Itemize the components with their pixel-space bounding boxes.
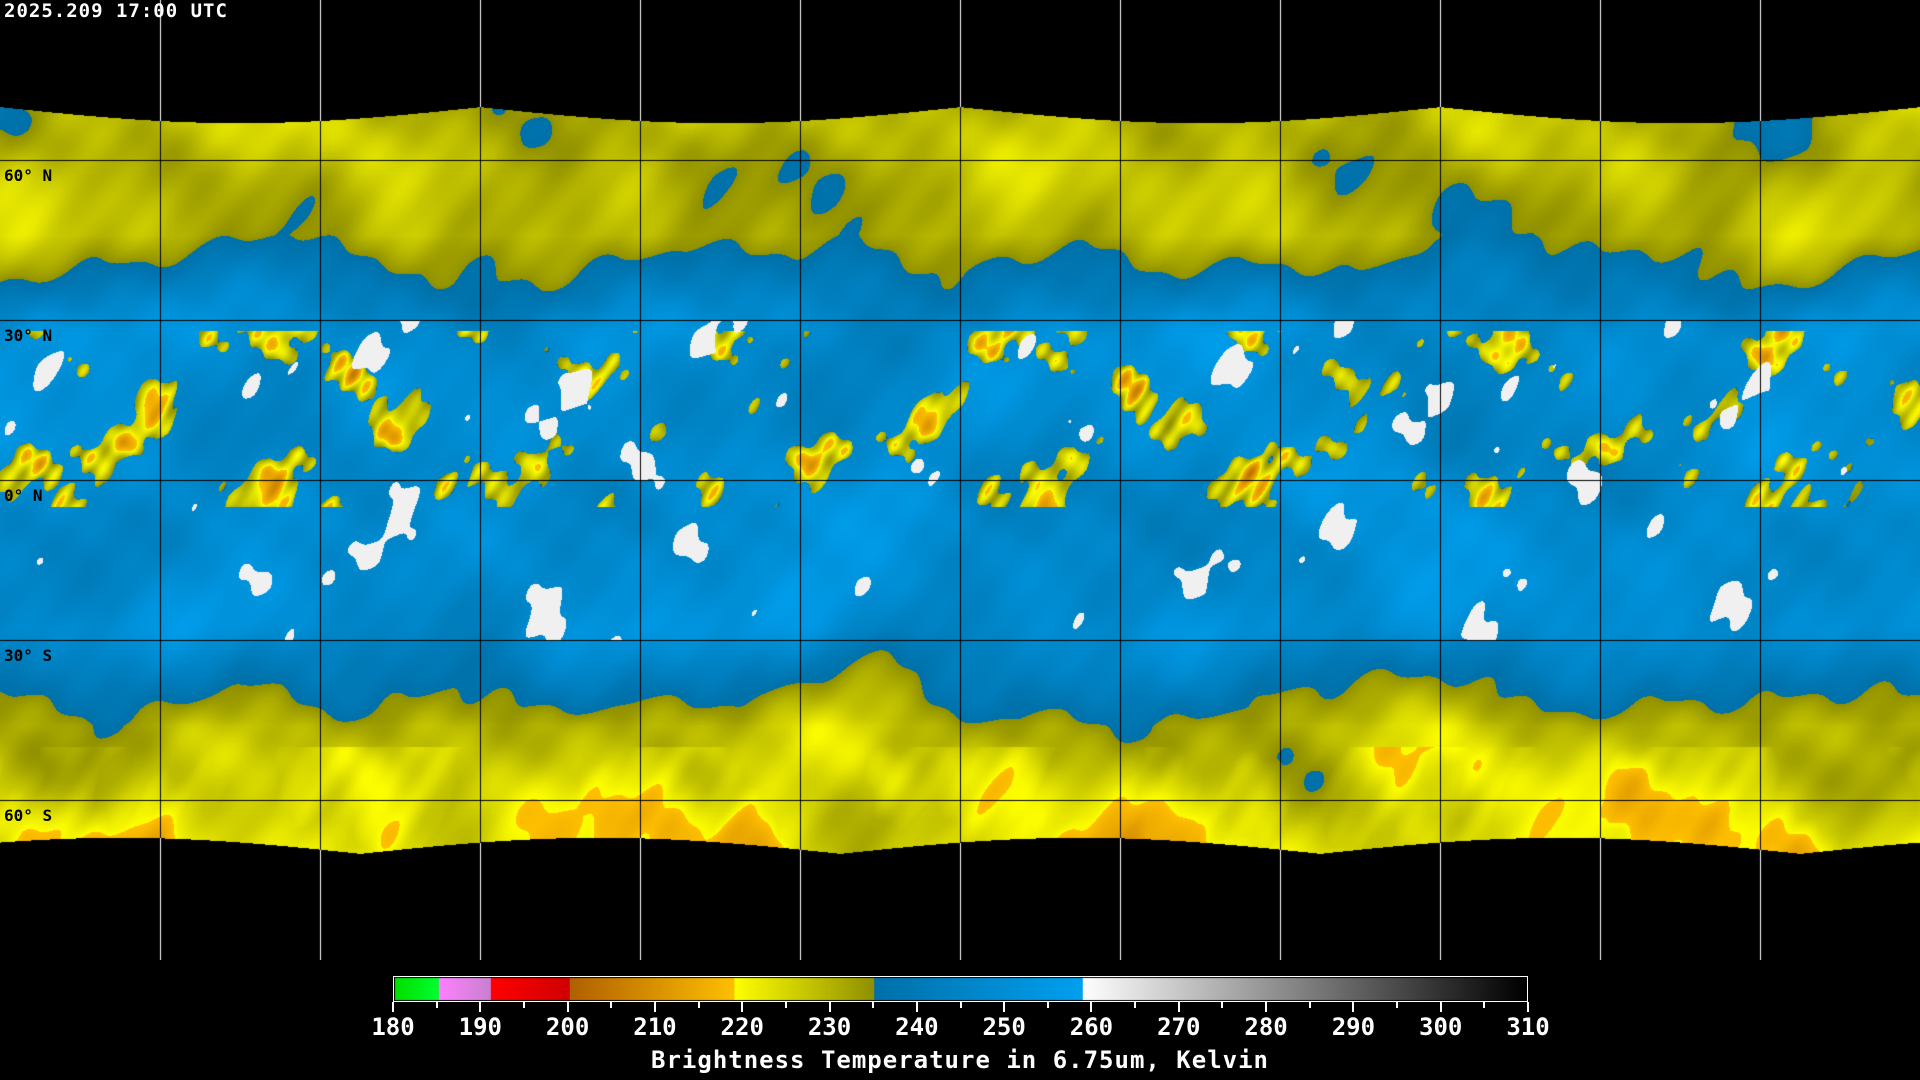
colorbar-tick-label: 280 (1244, 1013, 1288, 1041)
colorbar-tick-label: 270 (1157, 1013, 1201, 1041)
colorbar-tick-label: 220 (720, 1013, 764, 1041)
colorbar-tick-label: 290 (1331, 1013, 1376, 1041)
colorbar-tick (915, 1002, 918, 1012)
colorbar-tick-label: 250 (982, 1013, 1026, 1041)
colorbar-tick (1003, 1002, 1006, 1012)
colorbar-tick (522, 1002, 525, 1008)
water-vapor-map (0, 0, 1920, 960)
colorbar-tick (392, 1002, 394, 1012)
colorbar-tick (435, 1002, 438, 1008)
colorbar-tick-label: 180 (371, 1013, 415, 1041)
colorbar-tick-label: 260 (1069, 1013, 1114, 1041)
colorbar-tick-label: 310 (1506, 1013, 1550, 1041)
colorbar-tick-label: 200 (545, 1013, 590, 1041)
colorbar-tick-label: 230 (807, 1013, 852, 1041)
lat-label-60s: 60° S (4, 806, 53, 825)
colorbar-tick (1090, 1002, 1093, 1012)
colorbar-tick (1352, 1002, 1355, 1012)
colorbar-tick (784, 1002, 787, 1008)
lat-label-30s: 30° S (4, 646, 53, 665)
colorbar-tick (1134, 1002, 1137, 1008)
colorbar-tick (1527, 1002, 1529, 1012)
lat-label-60n: 60° N (4, 166, 53, 185)
colorbar-tick (566, 1002, 569, 1012)
timestamp: 2025.209 17:00 UTC (4, 0, 228, 22)
colorbar-tick (872, 1002, 875, 1008)
colorbar-tick (1483, 1002, 1486, 1008)
colorbar (393, 976, 1528, 1002)
colorbar-tick-label: 240 (895, 1013, 939, 1041)
lat-label-30n: 30° N (4, 326, 53, 345)
colorbar-tick (1177, 1002, 1180, 1012)
colorbar-tick (479, 1002, 482, 1012)
colorbar-tick (1396, 1002, 1399, 1008)
colorbar-title: Brightness Temperature in 6.75um, Kelvin (651, 1046, 1269, 1074)
colorbar-tick (610, 1002, 613, 1008)
colorbar-tick (1265, 1002, 1268, 1012)
colorbar-tick (1308, 1002, 1311, 1008)
colorbar-tick (1046, 1002, 1049, 1008)
colorbar-tick (697, 1002, 700, 1008)
colorbar-tick (741, 1002, 744, 1012)
colorbar-tick (1221, 1002, 1224, 1008)
colorbar-tick (653, 1002, 656, 1012)
colorbar-tick (1439, 1002, 1442, 1012)
lat-label-0n: 0° N (4, 486, 43, 505)
colorbar-tick-label: 190 (458, 1013, 502, 1041)
colorbar-tick (959, 1002, 962, 1008)
colorbar-tick-label: 210 (633, 1013, 677, 1041)
colorbar-tick (828, 1002, 831, 1012)
colorbar-tick-label: 300 (1419, 1013, 1463, 1041)
